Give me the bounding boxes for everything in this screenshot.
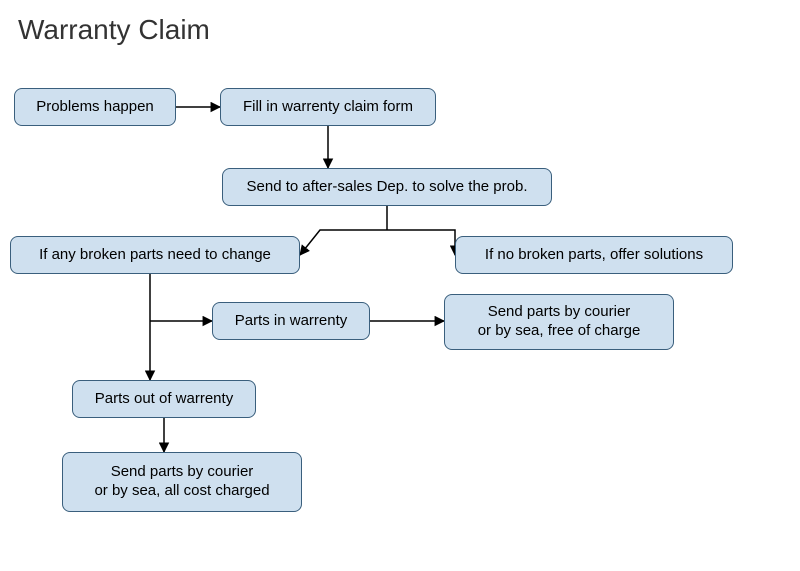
flow-node-no-broken: If no broken parts, offer solutions [455,236,733,274]
edge-_fork-broken-parts [300,230,387,255]
flow-node-send-charged: Send parts by courier or by sea, all cos… [62,452,302,512]
flow-node-send-after: Send to after-sales Dep. to solve the pr… [222,168,552,206]
flow-node-send-free: Send parts by courier or by sea, free of… [444,294,674,350]
flow-node-fill-form: Fill in warrenty claim form [220,88,436,126]
page-title: Warranty Claim [18,14,210,46]
flow-node-in-warranty: Parts in warrenty [212,302,370,340]
flow-node-problems: Problems happen [14,88,176,126]
edge-_fork-no-broken [387,230,455,255]
flow-node-broken-parts: If any broken parts need to change [10,236,300,274]
flow-node-out-warranty: Parts out of warrenty [72,380,256,418]
